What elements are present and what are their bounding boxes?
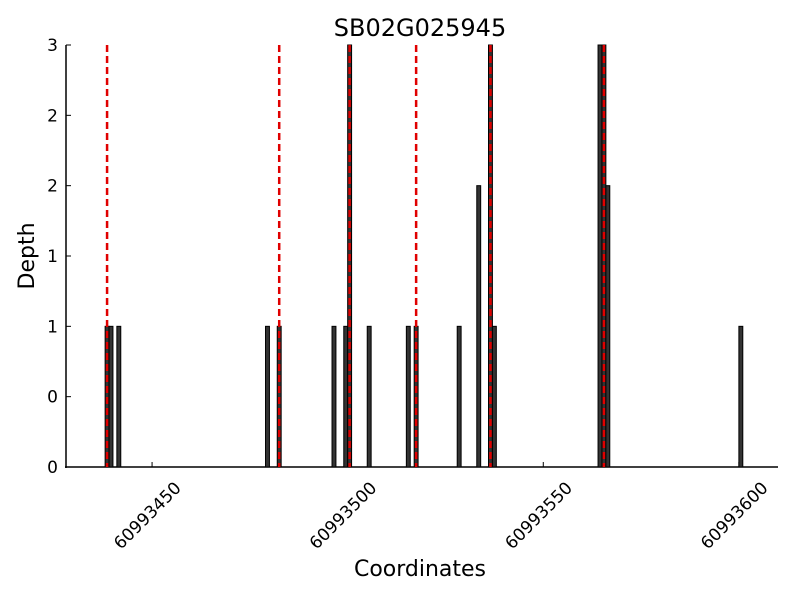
y-tick-label: 0 [47, 458, 58, 478]
y-tick-label: 3 [47, 36, 58, 56]
bar [597, 44, 603, 468]
chart-title: SB02G025945 [334, 14, 506, 42]
bar [456, 325, 462, 468]
x-tick-label: 60993500 [306, 478, 381, 553]
bar [476, 185, 482, 468]
y-tick-label: 1 [47, 317, 58, 337]
bar [116, 325, 122, 468]
bar [331, 325, 337, 468]
bar [108, 325, 114, 468]
x-tick-label: 60993550 [501, 478, 576, 553]
bar [366, 325, 372, 468]
bar [738, 325, 744, 468]
bar [605, 185, 611, 468]
y-tick-label: 2 [47, 106, 58, 126]
bar [405, 325, 411, 468]
y-tick-label: 0 [47, 388, 58, 408]
x-axis-label: Coordinates [354, 557, 486, 582]
y-tick-label: 2 [47, 177, 58, 197]
bar [265, 325, 270, 468]
bar [343, 325, 349, 468]
y-tick-label: 1 [47, 247, 58, 267]
x-tick-label: 60993450 [110, 478, 185, 553]
x-tick-label: 60993600 [697, 478, 772, 553]
bar [491, 325, 497, 468]
y-axis-label: Depth [15, 222, 40, 289]
